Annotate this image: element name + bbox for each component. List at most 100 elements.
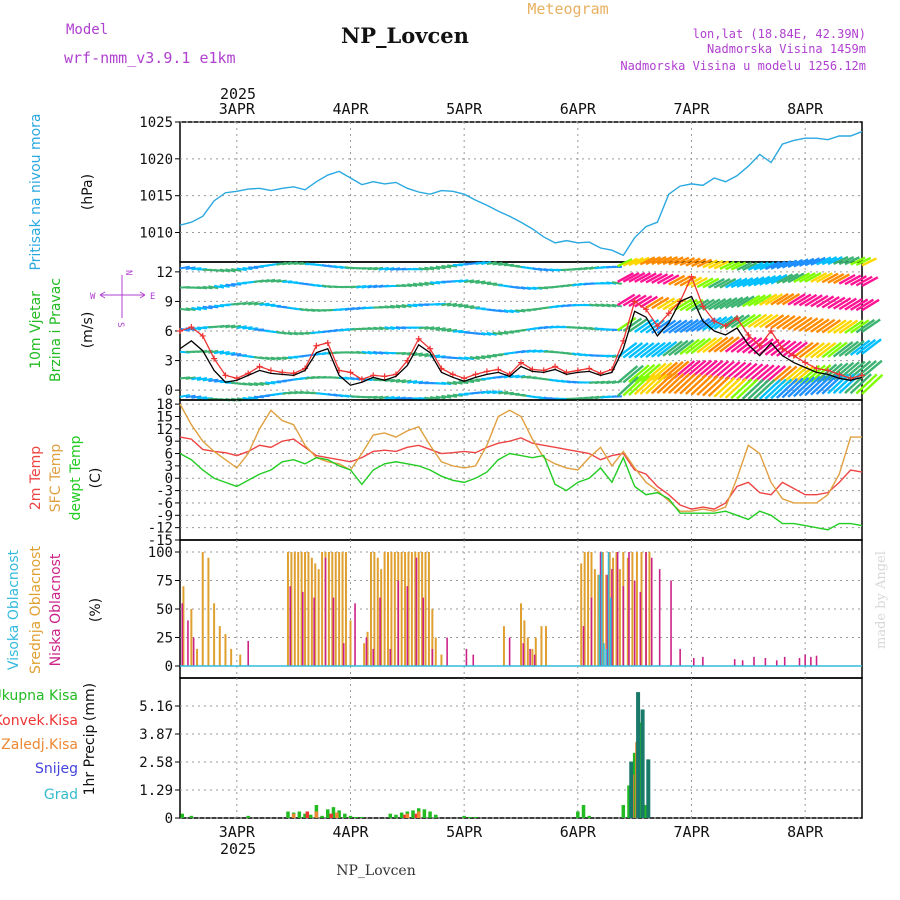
speed-obs-marker — [495, 366, 502, 373]
wind-arrow — [634, 272, 652, 283]
wind-arrow — [668, 274, 686, 286]
wind-arrow — [838, 297, 857, 311]
y-tick-label: -3 — [156, 484, 173, 500]
wind-arrow — [662, 256, 679, 266]
wind-arrow — [407, 303, 418, 308]
wind-arrow — [679, 373, 702, 395]
wind-arrow — [242, 266, 253, 271]
wind-arrow — [804, 294, 823, 307]
wind-arrow — [492, 390, 503, 395]
wind-arrow — [764, 378, 787, 400]
wind-arrow — [719, 277, 737, 289]
y-tick-label: 12 — [156, 422, 173, 438]
wind-arrow — [821, 341, 843, 359]
wind-arrow — [259, 302, 270, 307]
wind-arrow — [673, 275, 691, 287]
wind-arrow — [429, 326, 441, 331]
wind-arrow — [673, 339, 695, 356]
wind-arrow — [395, 304, 406, 309]
wind-arrow — [855, 318, 876, 334]
wind-arrow — [236, 325, 247, 330]
speed-obs-marker — [745, 331, 752, 338]
date-tick-top: 3APR — [219, 100, 256, 118]
wind-arrow — [202, 285, 213, 290]
wind-arrow — [707, 298, 727, 311]
wind-arrow — [764, 314, 785, 329]
wind-arrow — [248, 327, 259, 331]
wind-arrow — [418, 282, 429, 287]
speed-obs-marker — [779, 345, 786, 352]
wind-arrow — [401, 283, 412, 288]
precip-bar — [331, 807, 336, 818]
wind-arrow — [827, 373, 850, 395]
wind-arrow — [633, 342, 655, 359]
precip-bar — [354, 816, 358, 818]
wind-arrow — [481, 331, 492, 336]
wind-arrow — [469, 356, 480, 360]
y-tick-label: 0 — [165, 659, 173, 675]
wind-arrow — [622, 257, 639, 267]
wind-arrow — [373, 326, 384, 331]
wind-arrow — [696, 277, 714, 289]
wind-arrow — [861, 373, 884, 395]
wind-arrow — [821, 295, 840, 309]
wind-arrow — [673, 298, 693, 312]
wind-arrow — [707, 277, 725, 289]
wind-arrow — [367, 266, 378, 271]
wind-arrow — [696, 298, 715, 312]
speed-obs-marker — [654, 323, 661, 330]
wind-arrow — [486, 261, 497, 266]
date-tick-top: 5APR — [446, 100, 483, 118]
cloud-unit: (%) — [88, 598, 104, 622]
wind-arrow — [850, 298, 869, 311]
wind-arrow — [730, 295, 749, 309]
precip-bar — [189, 815, 194, 818]
wind-arrow — [827, 272, 845, 284]
compass-w: W — [90, 292, 96, 302]
wind-arrow — [503, 330, 514, 334]
wind-arrow — [776, 315, 796, 330]
wind-arrow — [418, 352, 429, 357]
speed-obs-marker — [824, 367, 831, 374]
precip-bar — [297, 811, 302, 818]
wind-arrow — [702, 277, 720, 289]
wind-arrow — [764, 293, 784, 306]
wind-arrow — [412, 282, 424, 287]
wind-arrow — [208, 349, 219, 354]
wind-arrow — [736, 362, 758, 382]
wind-arrow — [810, 318, 830, 333]
compass-rose — [99, 275, 146, 318]
wind-arrow — [498, 390, 509, 395]
wind-arrow — [179, 393, 190, 398]
wind-arrow — [833, 273, 850, 285]
wind-arrow — [713, 336, 735, 353]
wind-arrow — [679, 257, 696, 267]
wind-arrow — [747, 294, 767, 307]
wind-arrow — [707, 360, 730, 379]
precip-bar — [329, 813, 333, 818]
wind-arrow — [214, 304, 225, 308]
wind-arrow — [645, 341, 666, 359]
wind-arrow — [225, 324, 236, 329]
wind-arrow — [850, 275, 868, 286]
wind-arrow — [611, 281, 622, 285]
wind-arrow — [690, 374, 713, 396]
compass-n: N — [123, 270, 133, 275]
y-tick-label: 18 — [156, 397, 173, 413]
wind-arrow — [515, 374, 526, 379]
wind-arrow — [617, 258, 633, 268]
wind-arrow — [849, 319, 870, 334]
wind-arrow — [231, 282, 242, 286]
wind-arrow — [804, 317, 825, 333]
wind-arrow — [798, 317, 819, 332]
wind-arrow — [815, 342, 837, 359]
wind-arrow — [191, 267, 202, 271]
wind-arrow — [622, 375, 645, 397]
wind-arrow — [219, 284, 230, 288]
wind-arrow — [407, 379, 418, 384]
wind-arrow — [401, 379, 412, 384]
wind-arrow — [395, 379, 406, 383]
wind-arrow — [202, 377, 213, 382]
wind-arrow — [435, 395, 446, 400]
wind-arrow — [213, 379, 225, 383]
